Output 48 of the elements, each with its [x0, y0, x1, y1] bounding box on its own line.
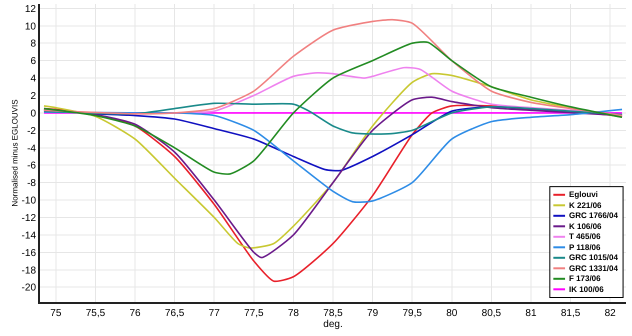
line-series: [43, 102, 623, 135]
legend-label: IK 100/06: [569, 285, 604, 294]
y-tick-label: 2: [30, 90, 36, 102]
legend-label: GRC 1015/04: [569, 253, 618, 262]
y-axis-title: Normalised minus EGLOUVIS: [10, 99, 20, 207]
x-tick-label: 75,5: [86, 308, 106, 319]
legend-label: K 221/06: [569, 201, 602, 210]
legend-label: P 118/06: [569, 243, 601, 252]
x-tick-label: 75: [50, 308, 62, 319]
y-tick-label: -12: [22, 212, 36, 224]
x-tick-label: 81: [525, 308, 537, 319]
x-tick-label: 77: [208, 308, 220, 319]
y-tick-label: 8: [30, 38, 36, 50]
legend-label: GRC 1331/04: [569, 264, 618, 273]
y-tick-label: 10: [24, 21, 36, 32]
line-series: [43, 41, 623, 175]
line-series: [43, 108, 623, 203]
x-tick-label: 78,5: [323, 308, 344, 319]
y-tick-label: -20: [22, 282, 36, 294]
y-tick-label: -4: [27, 143, 36, 154]
x-axis-title: deg.: [323, 319, 343, 330]
x-tick-label: 80,5: [482, 308, 502, 319]
legend-label: F 173/06: [569, 274, 602, 283]
y-tick-label: -14: [22, 230, 36, 242]
y-tick-label: -6: [27, 160, 36, 172]
x-tick-label: 81,5: [560, 308, 581, 319]
y-tick-label: 6: [30, 56, 36, 68]
legend-label: K 106/06: [569, 222, 602, 231]
y-tick-label: -16: [22, 248, 36, 259]
y-tick-label: -8: [27, 178, 36, 190]
x-tick-label: 79: [367, 308, 379, 319]
x-tick-label: 82: [604, 308, 616, 319]
y-tick-label: 12: [24, 4, 36, 15]
y-tick-label: -18: [22, 265, 36, 276]
x-tick-label: 79,5: [402, 308, 422, 319]
x-tick-label: 76: [129, 308, 142, 319]
y-tick-label: -2: [27, 126, 36, 137]
legend-label: GRC 1766/04: [569, 211, 618, 220]
x-tick-label: 76,5: [164, 308, 185, 319]
x-tick-label: 80: [446, 308, 458, 319]
x-tick-label: 77,5: [244, 308, 264, 319]
y-tick-label: 4: [30, 74, 36, 85]
y-tick-label: -10: [22, 196, 36, 207]
legend-label: T 465/06: [569, 232, 602, 241]
y-tick-label: 0: [30, 108, 36, 120]
legend-label: Eglouvi: [569, 190, 598, 199]
x-tick-label: 78: [288, 308, 300, 319]
line-series: [43, 18, 623, 116]
